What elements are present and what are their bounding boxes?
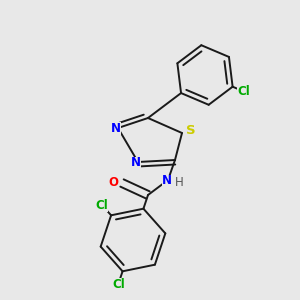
Text: Cl: Cl [237,85,250,98]
Text: S: S [186,124,196,137]
Text: N: N [131,157,141,169]
Text: N: N [111,122,121,134]
Text: Cl: Cl [95,199,108,212]
Text: Cl: Cl [112,278,125,291]
Text: N: N [162,175,172,188]
Text: H: H [175,176,183,188]
Text: O: O [108,176,118,190]
